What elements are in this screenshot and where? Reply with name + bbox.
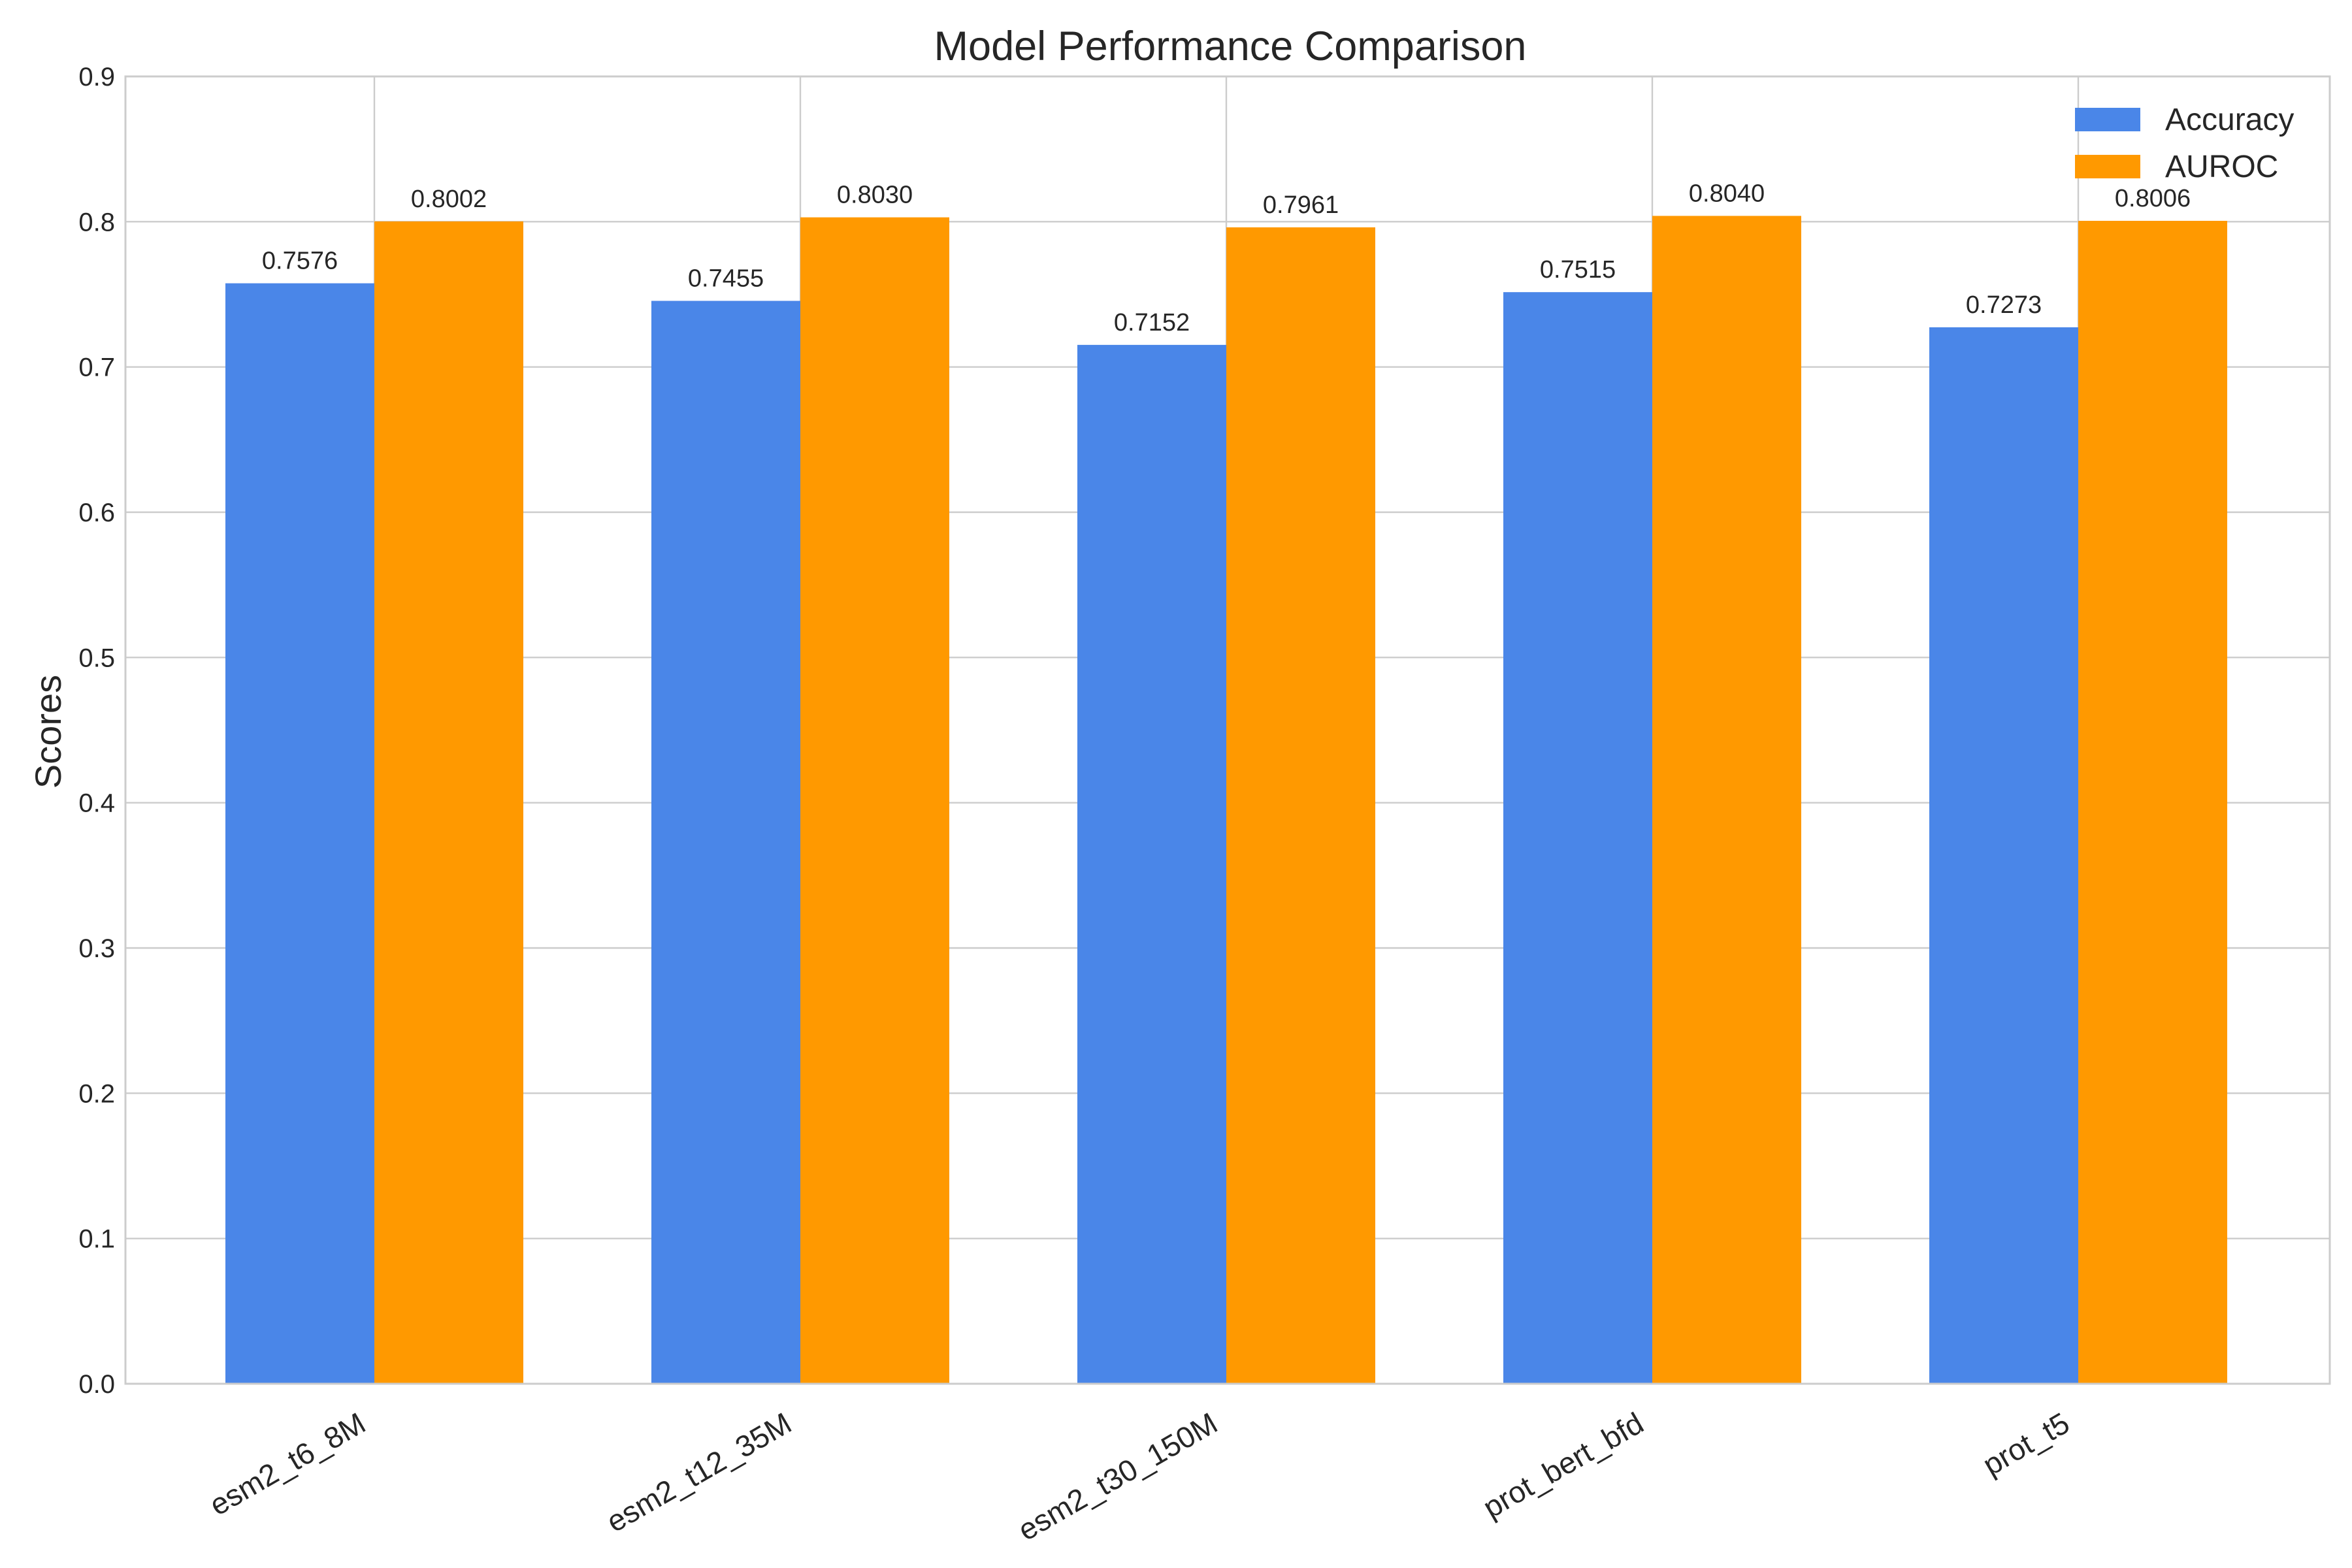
bar-value-label: 0.7961 <box>1263 191 1339 219</box>
y-tick-label: 0.7 <box>78 353 115 382</box>
legend-label-auroc: AUROC <box>2165 150 2278 184</box>
bar-value-label: 0.8040 <box>1689 180 1765 207</box>
bar-value-label: 0.7273 <box>1966 291 2042 319</box>
bar-accuracy-esm2_t30_150M <box>1077 344 1226 1384</box>
legend-swatch-accuracy <box>2075 108 2140 131</box>
bar-auroc-esm2_t6_8M <box>374 221 523 1384</box>
bar-value-label: 0.7576 <box>262 248 338 275</box>
bar-value-label: 0.7152 <box>1114 309 1190 336</box>
bar-value-label: 0.8002 <box>411 186 487 213</box>
bar-accuracy-prot_t5 <box>1929 327 2078 1384</box>
y-tick-label: 0.9 <box>78 63 115 91</box>
y-tick-label: 0.5 <box>78 644 115 672</box>
bar-layer <box>225 216 2227 1384</box>
legend: Accuracy AUROC <box>2075 103 2294 184</box>
bar-value-label: 0.8030 <box>837 182 913 209</box>
y-tick-label: 0.0 <box>78 1370 115 1399</box>
y-tick-label: 0.2 <box>78 1079 115 1108</box>
y-tick-label: 0.6 <box>78 498 115 527</box>
bar-auroc-esm2_t12_35M <box>800 217 949 1384</box>
y-axis-label: Scores <box>27 675 69 789</box>
chart-title: Model Performance Comparison <box>934 24 1527 69</box>
bar-accuracy-esm2_t6_8M <box>225 283 374 1384</box>
y-tick-label: 0.3 <box>78 934 115 963</box>
bar-accuracy-prot_bert_bfd <box>1503 292 1652 1384</box>
y-tick-label: 0.8 <box>78 208 115 237</box>
bar-value-label: 0.7455 <box>688 265 764 293</box>
y-tick-label: 0.4 <box>78 789 115 818</box>
bar-auroc-esm2_t30_150M <box>1226 227 1375 1384</box>
legend-label-accuracy: Accuracy <box>2165 103 2294 137</box>
bar-auroc-prot_t5 <box>2078 220 2227 1384</box>
bar-accuracy-esm2_t12_35M <box>651 301 800 1384</box>
bar-value-label: 0.7515 <box>1540 256 1616 284</box>
y-tick-label: 0.1 <box>78 1225 115 1254</box>
bar-value-label: 0.8006 <box>2115 185 2191 212</box>
frame-layer <box>124 75 2331 1385</box>
legend-swatch-auroc <box>2075 155 2140 178</box>
bar-auroc-prot_bert_bfd <box>1652 216 1801 1384</box>
plot-frame <box>124 75 2331 1385</box>
